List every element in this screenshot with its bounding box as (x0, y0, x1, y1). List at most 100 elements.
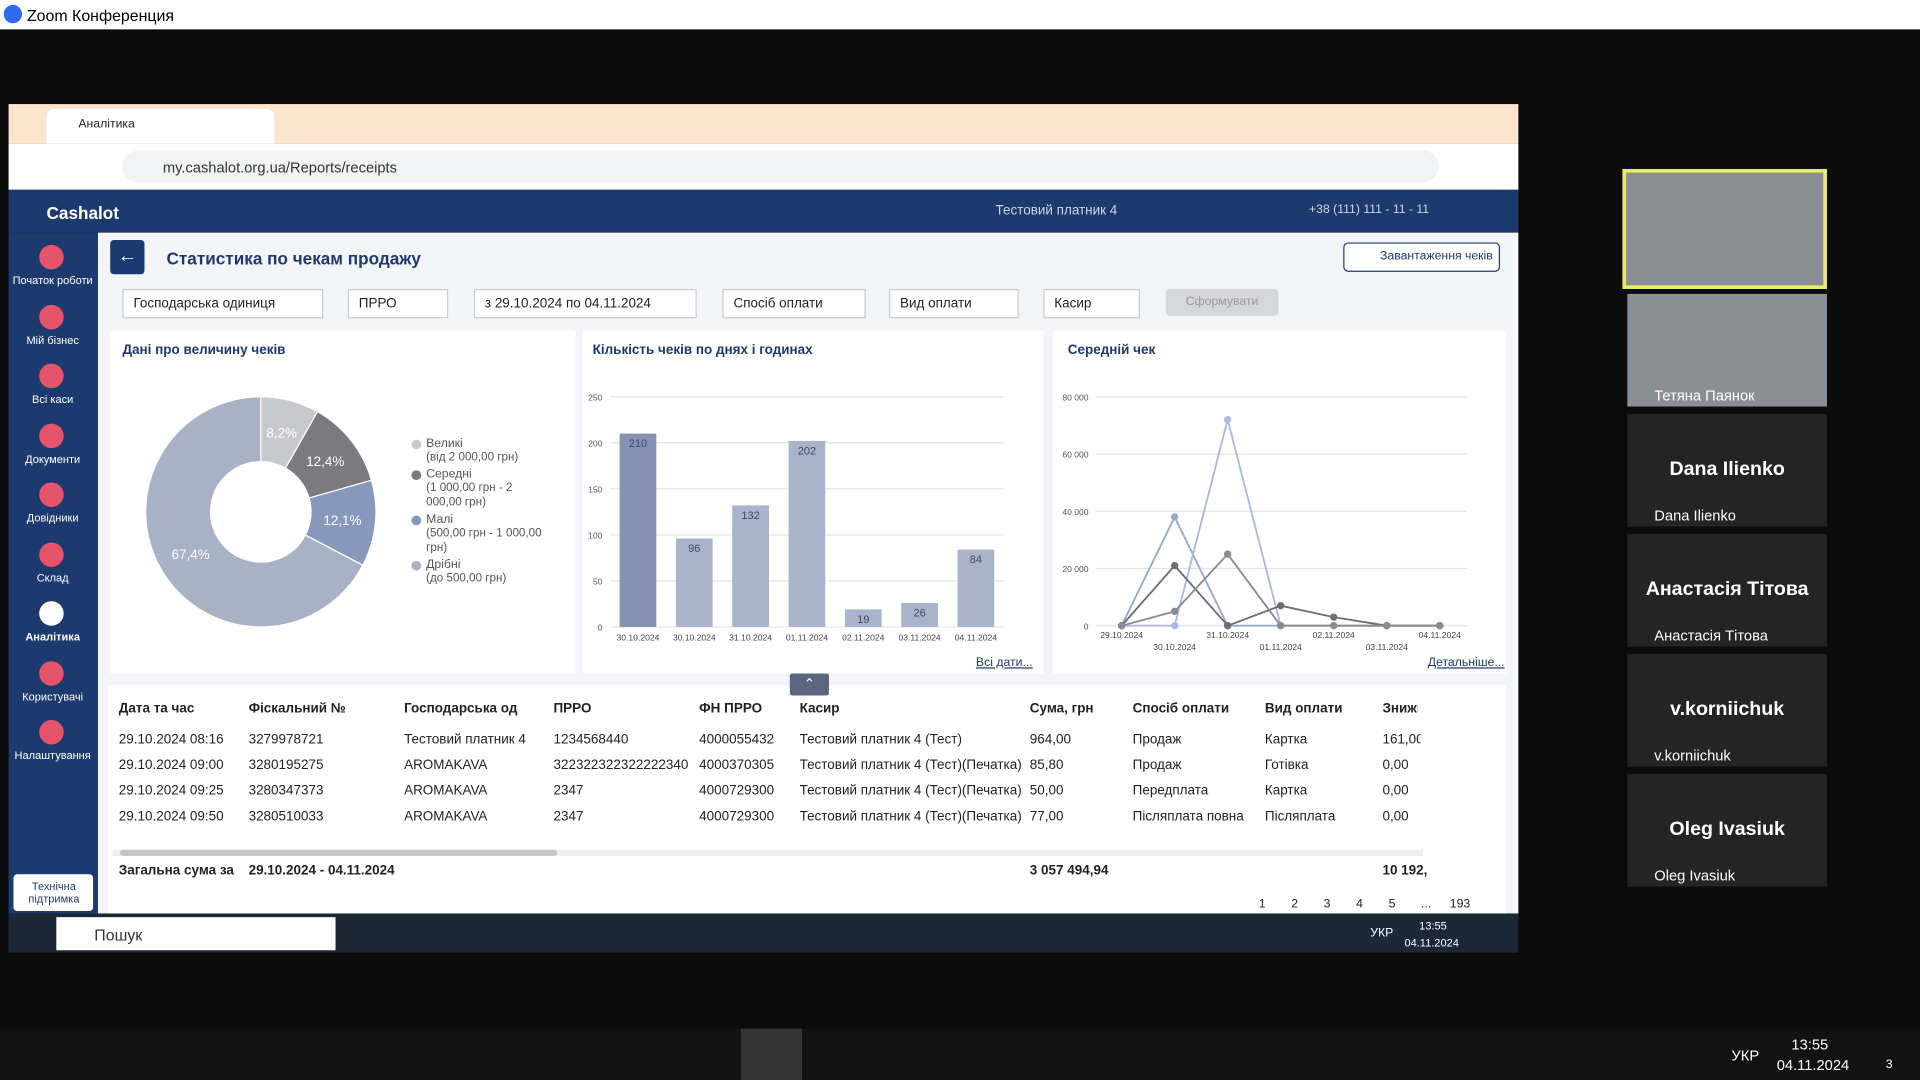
bar-label: 96 (688, 543, 700, 555)
table-panel (107, 685, 1507, 914)
menu-icon[interactable] (39, 541, 64, 567)
menu-item[interactable]: Документи (25, 452, 81, 465)
participant-tile[interactable] (1627, 653, 1827, 767)
column-header[interactable]: Вид оплати (1264, 701, 1343, 717)
collapse-button[interactable]: ⌃ (789, 673, 829, 696)
url: my.cashalot.org.ua/Reports/receipts (162, 159, 397, 177)
menu-item[interactable]: Аналітика (25, 630, 80, 643)
bar (844, 609, 882, 627)
zoom-taskbar-item[interactable] (740, 1028, 803, 1080)
table-cell: 0,00 (1382, 757, 1409, 773)
participant-tile[interactable] (1627, 773, 1827, 887)
table-cell: Тестовий платник 4 (Тест) (799, 732, 962, 747)
column-header[interactable]: ПРРО (553, 701, 592, 717)
download-button[interactable] (1343, 242, 1501, 272)
y-tick-label: 0 (598, 623, 603, 633)
x-tick-label: 31.10.2024 (1206, 630, 1249, 640)
column-header[interactable]: Фіскальний № (248, 701, 346, 717)
column-header[interactable]: Касир (799, 701, 840, 717)
filter[interactable]: Спосіб оплати (722, 288, 866, 319)
legend-swatch (411, 439, 422, 450)
page-link[interactable]: 3 (1323, 897, 1331, 912)
back-button[interactable]: ← (110, 240, 145, 275)
bar (788, 440, 826, 627)
phone[interactable]: +38 (111) 111 - 11 - 11 (1308, 203, 1430, 217)
line-point (1224, 415, 1232, 424)
payer[interactable]: Тестовий платник 4 (995, 203, 1118, 218)
menu-icon[interactable] (39, 244, 64, 270)
menu-icon[interactable] (39, 720, 64, 745)
participant-label: v.korniichuk (1654, 746, 1731, 765)
bar-label: 26 (913, 607, 925, 619)
link[interactable]: Всі дати... (975, 656, 1033, 670)
table-cell: AROMAKAVA (404, 783, 488, 799)
column-header[interactable]: Дата та час (118, 701, 195, 717)
filter[interactable]: з 29.10.2024 по 04.11.2024 (473, 288, 697, 319)
bar-label: 19 (857, 614, 869, 626)
line-point (1383, 622, 1391, 630)
menu-item[interactable]: Всі каси (32, 393, 74, 406)
column-header[interactable]: Знижк (1382, 701, 1418, 717)
table-cell: 3280347373 (248, 783, 324, 799)
menu-icon[interactable] (39, 363, 64, 389)
support-button[interactable] (13, 874, 94, 912)
video-tile[interactable] (1622, 168, 1827, 289)
total-cell: Загальна сума за (118, 863, 234, 878)
table-cell: 50,00 (1029, 783, 1064, 799)
menu-icon[interactable] (39, 660, 64, 686)
tab[interactable] (46, 108, 275, 144)
filter[interactable]: Касир (1043, 288, 1141, 319)
page-link[interactable]: 4 (1356, 897, 1363, 912)
filter[interactable]: ПРРО (347, 288, 449, 319)
table-cell: Післяплата (1264, 809, 1336, 825)
url-field[interactable] (122, 150, 1439, 183)
table-cell: 2347 (553, 783, 584, 799)
menu-item[interactable]: Мій бізнес (26, 333, 79, 346)
link[interactable]: Детальніше... (1427, 656, 1505, 670)
menu-item[interactable]: Початок роботи (12, 274, 93, 287)
tray-time: 13:55 (1419, 919, 1447, 932)
scrollbar-thumb[interactable] (120, 849, 558, 856)
menu-icon[interactable] (39, 482, 64, 507)
line-point (1170, 513, 1179, 521)
search-box[interactable] (56, 917, 336, 951)
table-cell: Тестовий платник 4 (Тест)(Печатка) (799, 783, 1022, 799)
page-link[interactable]: 5 (1388, 897, 1396, 912)
column-header[interactable]: Господарська од (404, 701, 518, 717)
brand: Cashalot (46, 203, 119, 223)
menu-icon[interactable] (39, 423, 64, 448)
participant-tile[interactable] (1627, 533, 1827, 647)
search-text[interactable]: Пошук (94, 925, 143, 945)
table-cell: 964,00 (1029, 732, 1072, 747)
filter[interactable]: Господарська одиниця (122, 288, 324, 319)
line-point (1117, 622, 1126, 630)
participant-tile[interactable] (1627, 293, 1827, 407)
column-header[interactable]: Сума, грн (1029, 701, 1094, 717)
page-link[interactable]: 1 (1258, 897, 1266, 912)
menu-icon[interactable] (39, 601, 64, 626)
submit-button[interactable]: Сформувати (1165, 288, 1279, 316)
table-cell: 3280195275 (248, 757, 324, 773)
page-link[interactable]: ... (1421, 897, 1432, 912)
menu-item[interactable]: Користувачі (22, 690, 84, 703)
participant-label: Dana Ilienko (1654, 506, 1736, 525)
page-link[interactable]: 193 (1449, 897, 1471, 912)
legend-swatch (411, 470, 422, 481)
participant-tile[interactable] (1627, 413, 1827, 527)
x-tick-label: 02.11.2024 (842, 632, 884, 642)
download-label[interactable]: Завантаження чеків (1380, 249, 1493, 264)
menu-item[interactable]: Склад (36, 571, 69, 584)
line-point (1330, 613, 1338, 621)
legend-label: Середні (426, 467, 472, 482)
column-header[interactable]: Спосіб оплати (1132, 701, 1230, 717)
page-link[interactable]: 2 (1291, 897, 1299, 912)
line-point (1330, 622, 1338, 630)
filter[interactable]: Вид оплати (888, 288, 1019, 319)
column-header[interactable]: ФН ПРРО (699, 701, 763, 717)
menu-item[interactable]: Налаштування (14, 749, 91, 762)
menu-icon[interactable] (39, 304, 64, 329)
line-point (1436, 622, 1444, 630)
x-tick-label: 04.11.2024 (955, 632, 997, 642)
tray-date: 04.11.2024 (1776, 1056, 1850, 1074)
menu-item[interactable]: Довідники (26, 511, 79, 525)
